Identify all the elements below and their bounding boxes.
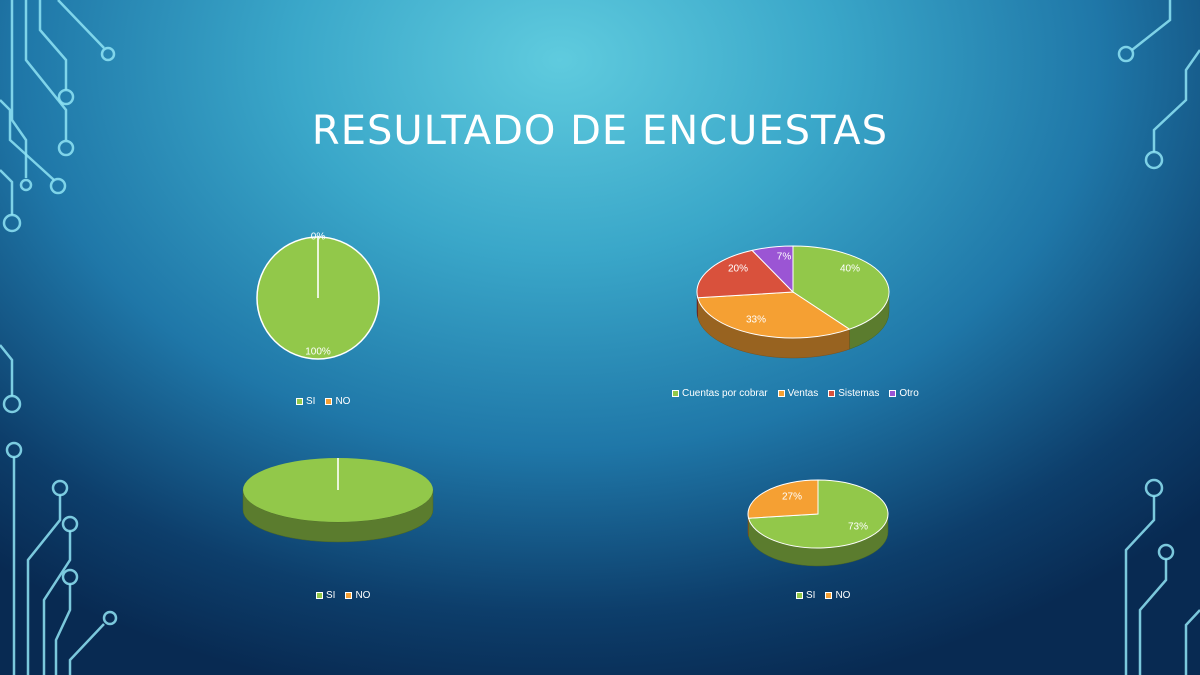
pie-slice-no [747, 479, 819, 519]
legend-swatch [325, 398, 333, 405]
legend-chart-4: SI NO [796, 590, 850, 601]
legend-swatch [777, 390, 785, 397]
data-label-sistemas: 20% [728, 264, 748, 275]
pie-chart-1: 100% 0% [256, 232, 380, 360]
legend-label: SI [806, 590, 816, 601]
slide-title: RESULTADO DE ENCUESTAS [311, 108, 889, 154]
legend-label: NO [335, 396, 351, 407]
legend-label: Cuentas por cobrar [682, 388, 768, 399]
pie-slice-sistemas [696, 249, 795, 299]
legend-swatch [296, 398, 303, 405]
legend-swatch [345, 592, 353, 599]
data-label-cuentas-por-cobrar: 40% [840, 264, 860, 275]
legend-label: Ventas [787, 388, 819, 399]
data-label-si: 73% [848, 522, 868, 533]
data-label-otro: 7% [777, 252, 792, 263]
pie-slice-cuentas-por-cobrar [792, 245, 890, 330]
pie-slice-ventas [697, 291, 851, 339]
legend-swatch [828, 390, 836, 397]
legend-item-no: NO [325, 396, 350, 407]
legend-label: SI [306, 396, 316, 407]
legend-label: Otro [899, 388, 919, 399]
legend-chart-3: SI NO [316, 590, 370, 601]
pie-chart-2: 40% 33% 20% 7% [696, 245, 890, 359]
pie-slice-otro [751, 245, 794, 294]
legend-swatch [316, 592, 323, 599]
legend-swatch [889, 390, 897, 397]
pie-chart-4: 73% 27% [747, 479, 889, 567]
legend-label: Sistemas [838, 388, 880, 399]
legend-item-otro: Otro [889, 388, 919, 399]
pie-chart-3 [242, 458, 434, 543]
legend-label: SI [326, 590, 336, 601]
legend-item-si: SI [796, 590, 815, 601]
legend-swatch [825, 592, 833, 599]
data-label-no: 0% [311, 232, 326, 243]
legend-item-si: SI [316, 590, 335, 601]
pie-rim [256, 236, 380, 360]
legend-item-si: SI [296, 396, 315, 407]
legend-item-cuentas-por-cobrar: Cuentas por cobrar [672, 388, 768, 399]
legend-chart-2: Cuentas por cobrar Ventas Sistemas Otro [672, 388, 919, 399]
legend-item-ventas: Ventas [777, 388, 819, 399]
legend-swatch [672, 390, 679, 397]
legend-item-sistemas: Sistemas [828, 388, 879, 399]
legend-label: NO [355, 590, 371, 601]
legend-label: NO [835, 590, 851, 601]
legend-swatch [796, 592, 803, 599]
data-label-no: 27% [782, 492, 802, 503]
data-label-si: 100% [305, 347, 331, 358]
legend-item-no: NO [345, 590, 370, 601]
legend-chart-1: SI NO [296, 396, 350, 407]
data-label-ventas: 33% [746, 315, 766, 326]
legend-item-no: NO [825, 590, 850, 601]
